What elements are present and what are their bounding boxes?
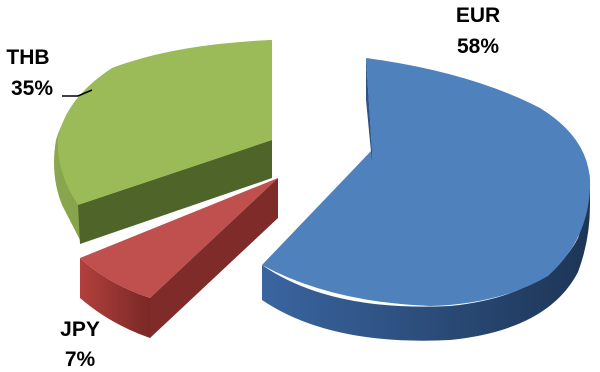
pie-slice-jpy (80, 178, 278, 338)
label-thb-value: 35% (11, 77, 53, 100)
label-jpy-value: 7% (65, 348, 96, 371)
pie-slice-eur-outer-side (262, 170, 590, 341)
pie-slice-eur-cut-side (366, 58, 372, 162)
label-jpy-name: JPY (60, 318, 100, 341)
pie-slice-jpy-top (80, 178, 278, 298)
pie-slice-thb-cut-side (78, 140, 272, 244)
pie-slice-eur-top (262, 58, 591, 306)
label-eur-value: 58% (457, 35, 499, 58)
pie-slice-thb-top (57, 40, 273, 205)
label-thb-name: THB (6, 46, 49, 69)
leader-line-thb (62, 89, 93, 97)
pie-slice-jpy-cut-side (150, 178, 278, 338)
pie-slice-thb (54, 40, 273, 244)
pie-slice-jpy-outer-side (80, 258, 150, 338)
pie-slice-eur (262, 58, 591, 341)
label-eur-name: EUR (456, 4, 500, 27)
